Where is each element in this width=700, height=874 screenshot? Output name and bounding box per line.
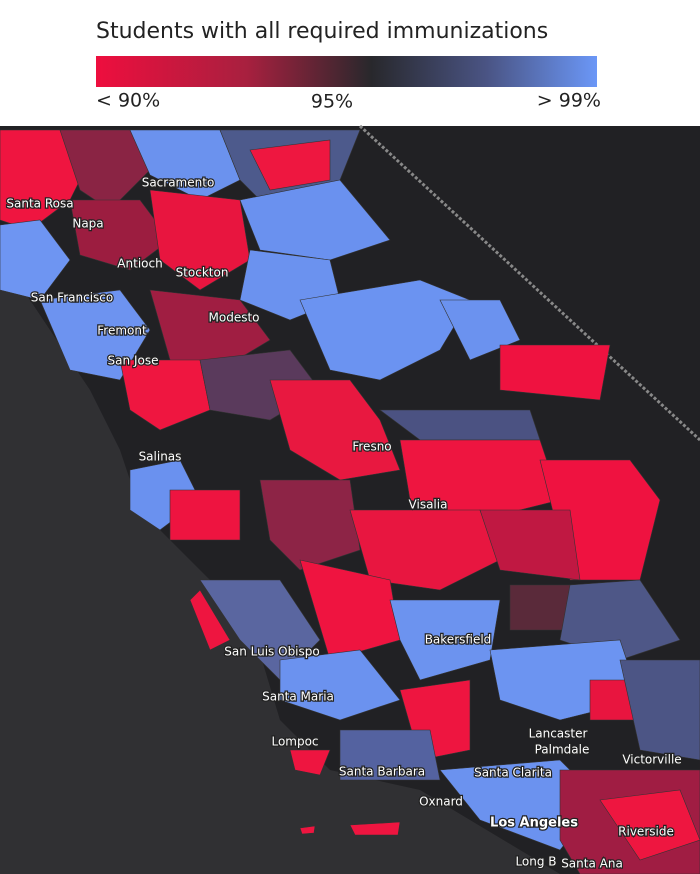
legend-label: < 90% <box>96 90 160 112</box>
city-label: Fresno <box>352 440 391 454</box>
legend: Students with all required immunizations… <box>0 0 700 126</box>
city-label: Lompoc <box>271 735 318 749</box>
city-label: San Francisco <box>31 291 113 305</box>
city-label: Visalia <box>409 498 448 512</box>
city-label: Santa Ana <box>561 857 623 871</box>
city-label: Modesto <box>209 311 260 325</box>
city-label: Lancaster <box>529 727 588 741</box>
city-label: Riverside <box>618 825 674 839</box>
city-label: Fremont <box>97 324 147 338</box>
city-label: Sacramento <box>142 176 215 190</box>
city-label: Napa <box>72 217 103 231</box>
city-labels: Sacramento Santa Rosa Napa Antioch Stock… <box>5 174 683 872</box>
city-label: Victorville <box>622 753 681 767</box>
city-label: Antioch <box>117 257 162 271</box>
city-label: San Luis Obispo <box>224 645 319 659</box>
legend-title: Students with all required immunizations <box>96 19 548 44</box>
legend-label: > 99% <box>537 90 601 112</box>
city-label: Santa Clarita <box>474 766 552 780</box>
city-label: Bakersfield <box>425 633 492 647</box>
city-label: Salinas <box>139 450 182 464</box>
state-border <box>358 124 700 442</box>
city-label: Long B <box>515 855 556 869</box>
city-label: Oxnard <box>419 795 463 809</box>
city-label: Los Angeles <box>490 816 578 831</box>
districts <box>0 129 700 874</box>
legend-gradient <box>96 56 597 87</box>
legend-label: 95% <box>311 91 353 113</box>
city-label: Stockton <box>176 266 229 280</box>
city-label: Santa Rosa <box>6 197 73 211</box>
city-label: Santa Barbara <box>339 765 425 779</box>
city-label: Santa Maria <box>262 690 334 704</box>
map: Sacramento Santa Rosa Napa Antioch Stock… <box>0 124 700 874</box>
city-label: Palmdale <box>535 743 590 757</box>
city-label: San Jose <box>108 354 159 368</box>
